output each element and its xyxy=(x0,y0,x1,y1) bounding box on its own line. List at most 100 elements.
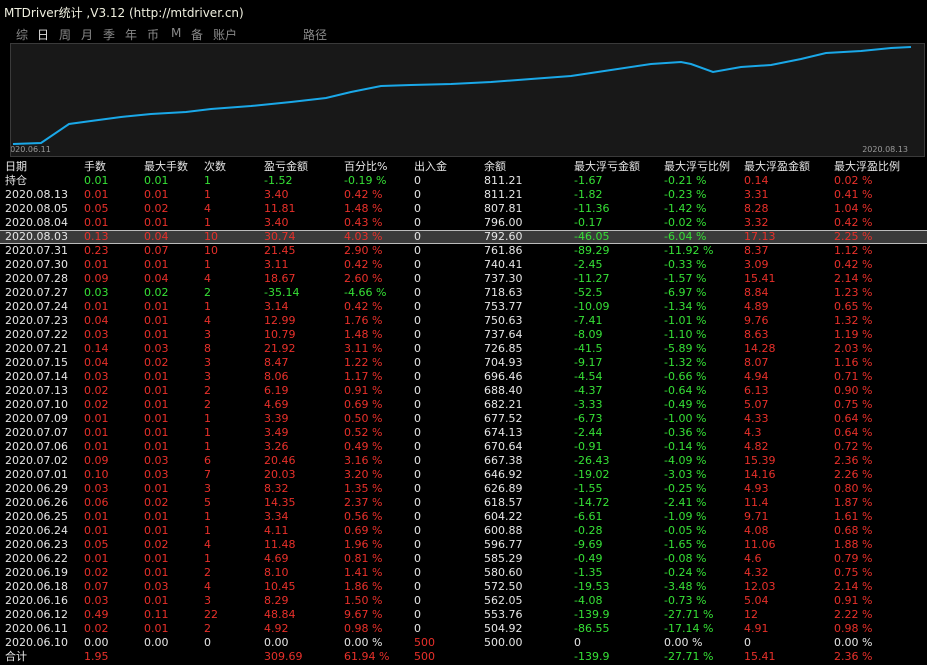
cell: 0 xyxy=(414,594,421,607)
cell: 0.42 % xyxy=(344,188,383,201)
cell: 8.07 xyxy=(744,356,769,369)
cell: -4.37 xyxy=(574,384,603,397)
cell: 0.56 % xyxy=(344,510,383,523)
cell: 48.84 xyxy=(264,608,296,621)
cell: -2.45 xyxy=(574,258,603,271)
tab[interactable]: 账户 xyxy=(213,28,238,42)
row-date: 2020.06.29 xyxy=(5,482,68,495)
cell: -0.25 % xyxy=(664,482,707,495)
cell: 4.03 % xyxy=(344,230,383,243)
cell: -0.49 % xyxy=(664,398,707,411)
cell: 0.90 % xyxy=(834,384,873,397)
tab[interactable]: 月 xyxy=(81,28,94,42)
cell: 0 xyxy=(414,398,421,411)
row-date: 2020.07.15 xyxy=(5,356,68,369)
cell: -0.73 % xyxy=(664,594,707,607)
cell: 553.76 xyxy=(484,608,523,621)
cell: 2.03 % xyxy=(834,342,873,355)
cell: 1.23 % xyxy=(834,286,873,299)
cell: 0.04 xyxy=(84,314,109,327)
cell: 618.57 xyxy=(484,496,523,509)
cell: -6.97 % xyxy=(664,286,707,299)
cell: -1.42 % xyxy=(664,202,707,215)
cell: 0 xyxy=(414,230,421,243)
cell: 0.03 xyxy=(84,286,109,299)
tab[interactable]: 日 xyxy=(37,28,50,42)
cell: 5.07 xyxy=(744,398,769,411)
cell: 15.41 xyxy=(744,272,776,285)
tab[interactable]: 季 xyxy=(103,28,116,42)
row-date: 2020.08.05 xyxy=(5,202,68,215)
cell: 500 xyxy=(414,650,435,663)
cell: -0.66 % xyxy=(664,370,707,383)
cell: -41.5 xyxy=(574,342,603,355)
chart-start-label: 2020.06.11 xyxy=(11,145,51,154)
cell: 8 xyxy=(204,342,211,355)
cell: 2 xyxy=(204,566,211,579)
cell: 0.09 xyxy=(84,272,109,285)
cell: 1 xyxy=(204,258,211,271)
cell: 0 xyxy=(414,524,421,537)
cell: 0.01 xyxy=(144,188,169,201)
cell: 2.14 % xyxy=(834,272,873,285)
cell: 0.01 xyxy=(144,300,169,313)
cell: 3.26 xyxy=(264,440,289,453)
row-date: 2020.07.22 xyxy=(5,328,68,341)
cell: 4.82 xyxy=(744,440,769,453)
cell: 0.01 xyxy=(84,258,109,271)
tab[interactable]: 备 xyxy=(191,28,204,42)
cell: 667.38 xyxy=(484,454,523,467)
tab[interactable]: 年 xyxy=(125,28,138,42)
cell: 1.16 % xyxy=(834,356,873,369)
table-row: 2020.06.12 0.49 0.11 22 48.84 9.67 % 0 553.76 -1… xyxy=(0,608,927,622)
cell: 0 xyxy=(414,356,421,369)
cell: 1.48 % xyxy=(344,328,383,341)
cell: 4.69 xyxy=(264,398,289,411)
cell: 1.50 % xyxy=(344,594,383,607)
row-date: 2020.06.22 xyxy=(5,552,68,565)
cell: 2.36 % xyxy=(834,650,873,663)
cell: 17.13 xyxy=(744,230,776,243)
table-row: 2020.06.18 0.07 0.03 4 10.45 1.86 % 0 572.50 -19… xyxy=(0,580,927,594)
cell: 2 xyxy=(204,384,211,397)
cell: 0.02 xyxy=(144,538,169,551)
table-row: 2020.07.02 0.09 0.03 6 20.46 3.16 % 0 667.38 -26… xyxy=(0,454,927,468)
cell: 1.17 % xyxy=(344,370,383,383)
row-date: 2020.07.23 xyxy=(5,314,68,327)
cell: 0.05 xyxy=(84,202,109,215)
row-date: 2020.07.31 xyxy=(5,244,68,257)
tab[interactable]: M xyxy=(171,26,182,40)
cell: -27.71 % xyxy=(664,650,714,663)
row-date: 合计 xyxy=(5,650,27,663)
tab[interactable]: 币 xyxy=(147,28,160,42)
cell: 737.64 xyxy=(484,328,523,341)
cell: 30.74 xyxy=(264,230,296,243)
cell: 807.81 xyxy=(484,202,523,215)
cell: 1 xyxy=(204,188,211,201)
row-date: 2020.06.23 xyxy=(5,538,68,551)
cell: -7.41 xyxy=(574,314,603,327)
cell: 11.4 xyxy=(744,496,769,509)
table-row: 2020.07.07 0.01 0.01 1 3.49 0.52 % 0 674.13 -2.4… xyxy=(0,426,927,440)
row-date: 2020.07.09 xyxy=(5,412,68,425)
cell: 0.03 xyxy=(84,594,109,607)
cell: 696.46 xyxy=(484,370,523,383)
cell: -1.67 xyxy=(574,174,603,187)
tab[interactable]: 周 xyxy=(59,28,72,42)
cell: 0.01 xyxy=(144,398,169,411)
cell: 0 xyxy=(414,188,421,201)
tab[interactable]: 路径 xyxy=(303,28,328,42)
cell: 0.00 xyxy=(144,636,169,649)
cell: 504.92 xyxy=(484,622,523,635)
cell: -6.73 xyxy=(574,412,603,425)
tab[interactable]: 综 xyxy=(16,28,29,42)
cell: 0 xyxy=(414,580,421,593)
row-date: 2020.06.24 xyxy=(5,524,68,537)
cell: 0 xyxy=(414,216,421,229)
cell: 0.01 xyxy=(144,510,169,523)
row-date: 2020.07.27 xyxy=(5,286,68,299)
cell: -2.44 xyxy=(574,426,603,439)
column-header: 最大手数 xyxy=(144,160,188,173)
cell: 0.81 % xyxy=(344,552,383,565)
cell: 0 xyxy=(414,426,421,439)
